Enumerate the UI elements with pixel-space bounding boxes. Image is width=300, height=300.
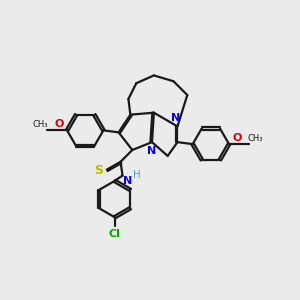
Text: N: N <box>147 146 157 156</box>
Text: O: O <box>232 133 242 143</box>
Text: CH₃: CH₃ <box>33 120 48 129</box>
Text: N: N <box>124 176 133 187</box>
Text: H: H <box>133 169 141 179</box>
Text: CH₃: CH₃ <box>248 134 263 143</box>
Text: O: O <box>55 119 64 129</box>
Text: S: S <box>94 164 103 177</box>
Text: Cl: Cl <box>109 229 121 239</box>
Text: N: N <box>171 112 180 122</box>
